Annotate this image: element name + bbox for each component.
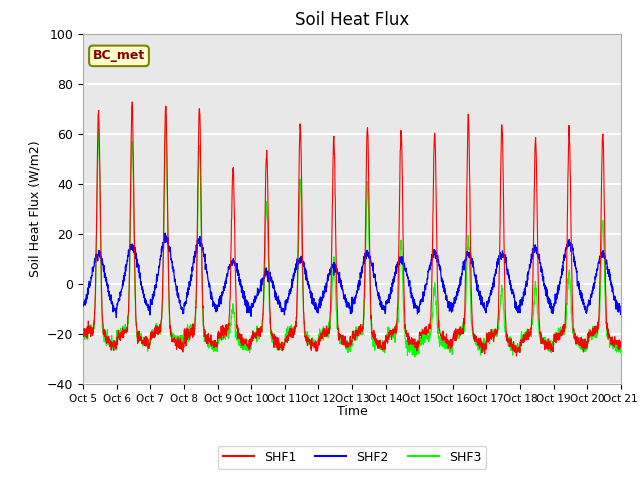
X-axis label: Time: Time — [337, 405, 367, 418]
SHF2 — [545, 295, 552, 301]
SHF3 — [411, 354, 419, 360]
Line: SHF2: SHF2 — [83, 233, 621, 318]
SHF3 — [162, 119, 170, 125]
SHF2 — [610, 293, 618, 299]
SHF2 — [113, 315, 120, 321]
SHF2 — [133, 258, 141, 264]
SHF3 — [250, 332, 257, 337]
SHF2 — [79, 302, 87, 308]
SHF1 — [385, 335, 392, 341]
SHF3 — [79, 337, 87, 343]
SHF1 — [133, 329, 141, 335]
SHF1 — [79, 333, 87, 339]
SHF3 — [515, 346, 522, 351]
SHF3 — [385, 334, 392, 339]
Line: SHF3: SHF3 — [83, 122, 621, 357]
SHF1 — [513, 353, 520, 359]
Text: BC_met: BC_met — [93, 49, 145, 62]
SHF2 — [250, 303, 257, 309]
SHF2 — [161, 230, 169, 236]
SHF1 — [610, 337, 618, 343]
Y-axis label: Soil Heat Flux (W/m2): Soil Heat Flux (W/m2) — [29, 141, 42, 277]
SHF2 — [515, 310, 522, 316]
SHF1 — [250, 332, 257, 337]
SHF3 — [545, 342, 552, 348]
SHF1 — [545, 341, 552, 347]
SHF3 — [610, 341, 618, 347]
SHF2 — [385, 293, 392, 299]
Title: Soil Heat Flux: Soil Heat Flux — [295, 11, 409, 29]
SHF2 — [617, 309, 625, 315]
SHF1 — [129, 99, 136, 105]
Line: SHF1: SHF1 — [83, 102, 621, 356]
SHF1 — [617, 340, 625, 346]
Legend: SHF1, SHF2, SHF3: SHF1, SHF2, SHF3 — [218, 446, 486, 469]
SHF1 — [515, 345, 522, 350]
SHF3 — [133, 334, 141, 340]
SHF3 — [617, 346, 625, 351]
